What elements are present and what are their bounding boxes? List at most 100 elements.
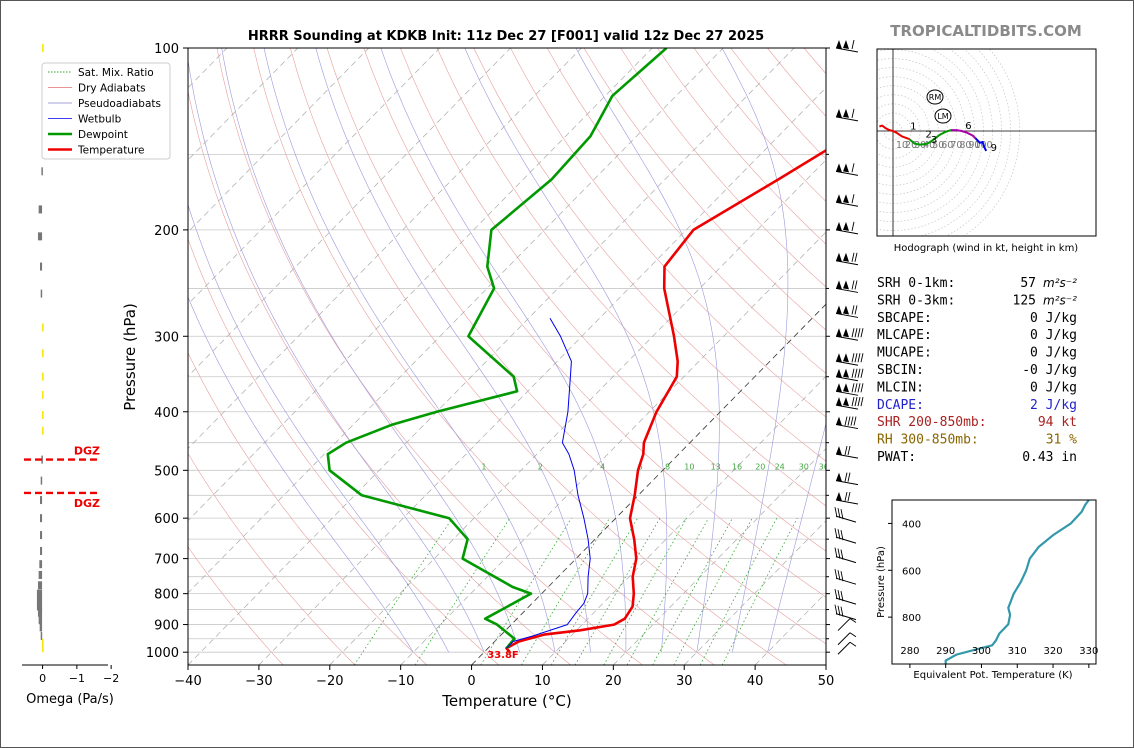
barb-flag <box>843 108 849 118</box>
barb-line <box>834 547 838 558</box>
brand-watermark: TROPICALTIDBITS.COM <box>890 22 1082 40</box>
barb-staff <box>835 597 857 605</box>
barb-line <box>851 328 855 338</box>
omega-bar <box>42 638 44 647</box>
isotherm <box>258 87 826 665</box>
y-tick-label: 300 <box>154 330 179 345</box>
barb-line <box>844 491 848 502</box>
isotherm <box>188 48 370 233</box>
barb-flag <box>836 353 842 363</box>
barb-line <box>851 305 855 315</box>
mixing-ratio-line <box>574 517 661 665</box>
barb-line <box>857 383 861 393</box>
hodograph-ring-label: 10 <box>896 140 908 151</box>
y-tick-label: 900 <box>154 619 179 634</box>
barb-line <box>851 397 855 407</box>
dry-adiabat <box>290 48 787 665</box>
barb-flag <box>836 397 842 407</box>
y-tick-label: 400 <box>154 406 179 421</box>
wind-barb <box>835 445 859 459</box>
param-value: 0 J/kg <box>1030 346 1077 361</box>
barb-line <box>840 530 844 541</box>
barb-staff <box>835 312 859 318</box>
theta-e-xtick-label: 300 <box>972 646 991 657</box>
barb-flag <box>836 328 842 338</box>
x-tick-label: 20 <box>605 674 622 689</box>
wind-barb <box>835 280 859 293</box>
barb-staff <box>835 404 859 410</box>
skewt-ylabel: Pressure (hPa) <box>121 303 139 411</box>
y-tick-label: 1000 <box>146 646 179 661</box>
mixing-ratio-line <box>414 517 511 665</box>
barb-line <box>854 353 858 363</box>
omega-bar <box>40 514 43 523</box>
isotherm <box>188 48 511 377</box>
legend-label: Wetbulb <box>78 114 122 126</box>
barb-line <box>854 368 858 378</box>
omega-bar <box>42 390 44 399</box>
pseudoadiabat <box>380 48 627 653</box>
barb-line <box>860 397 864 407</box>
param-value: -0 J/kg <box>1022 363 1077 378</box>
theta-e-ytick-label: 800 <box>902 613 921 624</box>
hodograph-ring-label: 90 <box>968 140 980 151</box>
surface-temp-label: 33.8F <box>487 650 519 661</box>
barb-line <box>837 605 841 616</box>
wind-barb <box>834 547 857 564</box>
dry-adiabat <box>188 89 571 665</box>
barb-line <box>834 507 838 518</box>
barb-line <box>851 163 855 173</box>
pseudoadiabat <box>188 296 414 653</box>
param-label: MUCAPE: <box>877 346 932 361</box>
barb-staff <box>835 229 859 235</box>
dry-adiabat <box>188 352 428 665</box>
param-label: SRH 0-3km: <box>877 293 955 308</box>
param-label: SHR 200-850mb: <box>877 415 987 430</box>
pseudoadiabat <box>315 48 591 653</box>
barb-flag <box>843 368 849 378</box>
isotherm <box>400 231 826 665</box>
barb-flag <box>843 383 849 393</box>
mixing-ratio-label: 2 <box>538 462 543 471</box>
wind-barb <box>834 569 857 585</box>
barb-line <box>840 591 844 602</box>
barb-flag <box>836 194 842 204</box>
barb-line <box>850 416 854 426</box>
barb-line <box>834 569 838 580</box>
theta-e-xtick-label: 320 <box>1044 646 1063 657</box>
barb-line <box>849 641 857 647</box>
dry-adiabat <box>583 48 826 331</box>
x-tick-label: −20 <box>316 674 343 689</box>
isotherm <box>613 448 826 665</box>
parameter-table: SRH 0-1km: 57 m²s⁻² SRH 0-3km: 125 m²s⁻² SBCAP… <box>877 276 1077 465</box>
barb-line <box>851 108 855 118</box>
barb-line <box>854 280 858 290</box>
omega-bar <box>37 232 43 241</box>
wind-barb <box>837 618 857 631</box>
barb-line <box>837 508 841 519</box>
hodograph-title: Hodograph (wind in kt, height in km) <box>894 243 1079 254</box>
wind-barb <box>837 641 857 655</box>
x-tick-label: 30 <box>676 674 693 689</box>
barb-line <box>840 509 844 520</box>
barb-line <box>847 445 851 456</box>
barb-staff <box>837 632 851 646</box>
omega-bar <box>36 596 43 605</box>
mixing-ratio-line <box>521 517 610 665</box>
barb-staff <box>835 360 859 366</box>
barb-line <box>857 353 861 363</box>
legend-label: Sat. Mix. Ratio <box>78 67 154 79</box>
barb-line <box>851 221 855 231</box>
wind-barb <box>835 491 859 505</box>
dry-adiabat <box>253 48 715 665</box>
theta-e-xtick-label: 310 <box>1008 646 1027 657</box>
legend-label: Pseudoadiabats <box>78 98 161 110</box>
mixing-ratio-label: 16 <box>732 462 742 471</box>
hodograph-ring-label: 40 <box>923 140 935 151</box>
mixing-ratio-label: 13 <box>711 462 721 471</box>
wind-barb <box>835 252 859 266</box>
barb-line <box>847 491 851 502</box>
dry-adiabat <box>510 48 826 418</box>
omega-tick-label: 0 <box>39 672 46 685</box>
